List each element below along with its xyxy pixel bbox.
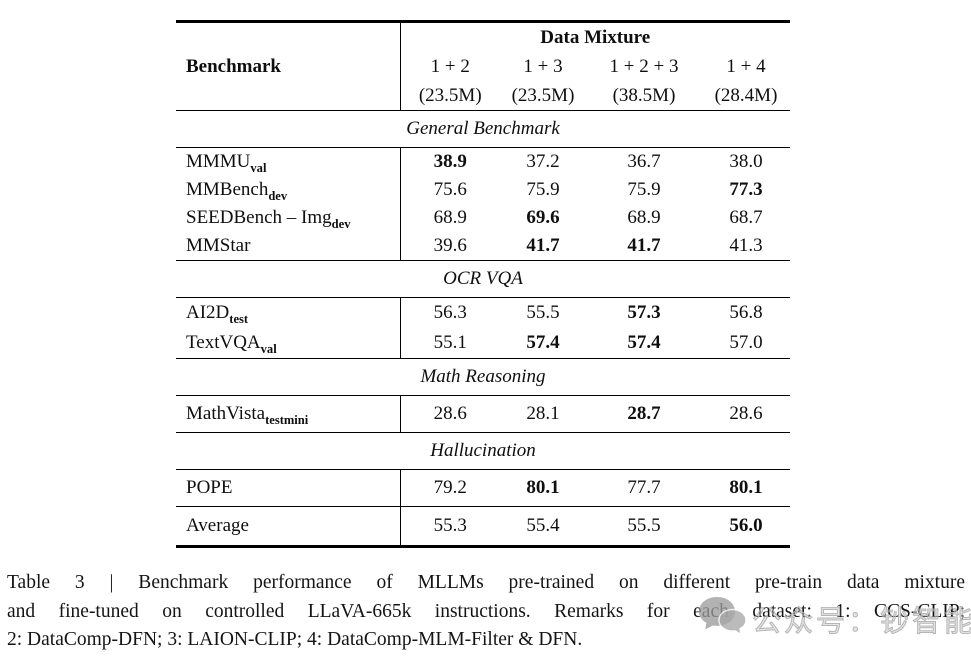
score-cell: 38.0 — [729, 151, 763, 172]
score-cell: 55.5 — [586, 506, 702, 547]
benchmark-name: SEEDBench – Imgdev — [176, 204, 401, 232]
column-header-size: (23.5M) — [418, 85, 482, 106]
section-header: Hallucination — [176, 432, 790, 470]
score-cell: 56.3 — [433, 302, 467, 323]
benchmark-table: Benchmark Data Mixture 1 + 2 1 + 3 1 + 2… — [176, 20, 790, 548]
score-cell: 41.3 — [729, 235, 763, 256]
score-cell: 80.1 — [729, 477, 763, 498]
section-header: Math Reasoning — [176, 358, 790, 396]
table-row: MMStar 39.6 41.7 41.7 41.3 — [176, 232, 790, 261]
benchmark-table-wrap: Benchmark Data Mixture 1 + 2 1 + 3 1 + 2… — [176, 20, 790, 548]
table-caption: Table 3 | Benchmark performance of MLLMs… — [7, 569, 965, 655]
score-cell: 38.9 — [433, 151, 467, 172]
score-cell: 69.6 — [526, 207, 560, 228]
score-cell: 57.0 — [729, 332, 763, 353]
score-cell: 75.9 — [627, 179, 661, 200]
score-cell: 28.7 — [627, 403, 661, 424]
table-row: SEEDBench – Imgdev 68.9 69.6 68.9 68.7 — [176, 204, 790, 232]
score-cell: 68.9 — [433, 207, 467, 228]
benchmark-name: MMStar — [176, 232, 401, 261]
score-cell: 57.4 — [526, 332, 560, 353]
score-cell: 77.3 — [729, 179, 763, 200]
table-row: MMBenchdev 75.6 75.9 75.9 77.3 — [176, 176, 790, 204]
benchmark-name: MathVistatestmini — [176, 395, 401, 433]
score-cell: 57.4 — [627, 332, 661, 353]
table-row: POPE 79.2 80.1 77.7 80.1 — [176, 469, 790, 507]
score-cell: 28.1 — [526, 403, 560, 424]
benchmark-column-header: Benchmark — [176, 21, 401, 111]
score-cell: 55.1 — [433, 332, 467, 353]
score-cell: 79.2 — [433, 477, 467, 498]
score-cell: 28.6 — [729, 403, 763, 424]
benchmark-name: MMMUval — [176, 147, 401, 176]
score-cell: 37.2 — [526, 151, 560, 172]
section-header: OCR VQA — [176, 260, 790, 298]
score-cell: 80.1 — [526, 477, 560, 498]
score-cell: 57.3 — [627, 302, 661, 323]
benchmark-name: MMBenchdev — [176, 176, 401, 204]
average-row: Average 55.3 55.4 55.5 56.0 — [176, 506, 790, 547]
score-cell: 36.7 — [627, 151, 661, 172]
table-header: Benchmark Data Mixture 1 + 2 1 + 3 1 + 2… — [176, 21, 790, 111]
table-row: AI2Dtest 56.3 55.5 57.3 56.8 — [176, 297, 790, 328]
score-cell: 68.7 — [729, 207, 763, 228]
score-cell: 56.0 — [702, 506, 790, 547]
caption-line: Table 3 | Benchmark performance of MLLMs… — [7, 572, 965, 593]
column-header-size: (28.4M) — [714, 85, 778, 106]
column-header-mix: 1 + 2 + 3 — [609, 56, 679, 77]
score-cell: 55.3 — [400, 506, 500, 547]
score-cell: 41.7 — [526, 235, 560, 256]
caption-line: 2: DataComp-DFN; 3: LAION-CLIP; 4: DataC… — [7, 629, 583, 650]
score-cell: 55.5 — [526, 302, 560, 323]
benchmark-name: Average — [176, 506, 401, 547]
benchmark-name: AI2Dtest — [176, 297, 401, 328]
score-cell: 56.8 — [729, 302, 763, 323]
score-cell: 75.6 — [433, 179, 467, 200]
caption-line: and fine-tuned on controlled LLaVA-665k … — [7, 600, 965, 622]
table-row: MathVistatestmini 28.6 28.1 28.7 28.6 — [176, 395, 790, 433]
score-cell: 55.4 — [500, 506, 586, 547]
table-row: MMMUval 38.9 37.2 36.7 38.0 — [176, 147, 790, 176]
table-row: TextVQAval 55.1 57.4 57.4 57.0 — [176, 328, 790, 359]
column-header-size: (38.5M) — [612, 85, 676, 106]
section-header: General Benchmark — [176, 110, 790, 148]
column-header-size: (23.5M) — [511, 85, 575, 106]
data-mixture-group-header: Data Mixture — [540, 27, 651, 48]
score-cell: 68.9 — [627, 207, 661, 228]
score-cell: 39.6 — [433, 235, 467, 256]
score-cell: 75.9 — [526, 179, 560, 200]
column-header-mix: 1 + 3 — [523, 56, 563, 77]
benchmark-name: TextVQAval — [176, 328, 401, 359]
column-header-mix: 1 + 2 — [430, 56, 470, 77]
score-cell: 77.7 — [627, 477, 661, 498]
score-cell: 28.6 — [433, 403, 467, 424]
column-header-mix: 1 + 4 — [726, 56, 766, 77]
benchmark-name: POPE — [176, 469, 401, 507]
score-cell: 41.7 — [627, 235, 661, 256]
